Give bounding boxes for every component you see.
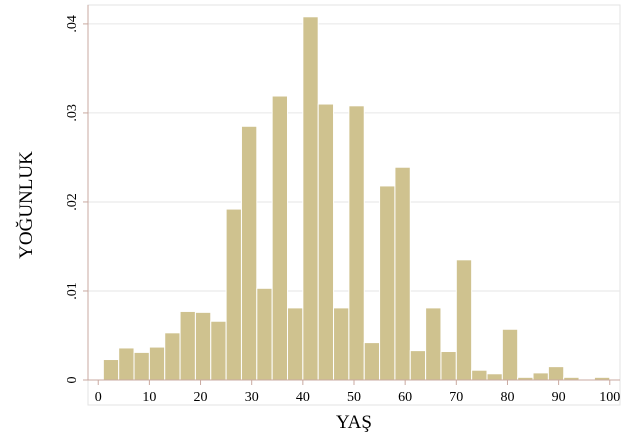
histogram-bar [118, 347, 135, 381]
y-tick-label: .04 [65, 15, 80, 33]
histogram-bar [394, 166, 411, 381]
histogram-bar [210, 320, 227, 381]
x-tick-label: 10 [142, 390, 156, 405]
histogram-bar [379, 185, 396, 381]
histogram-bar [363, 342, 381, 381]
histogram-bar [471, 369, 488, 381]
histogram-bar [164, 332, 181, 381]
histogram-bar [333, 307, 350, 381]
x-tick-label: 30 [245, 390, 259, 405]
histogram-bar [501, 328, 519, 381]
x-tick-label: 40 [296, 390, 310, 405]
x-tick-label: 90 [552, 390, 566, 405]
histogram-bar [179, 310, 196, 381]
x-axis-title: YAŞ [336, 412, 372, 433]
histogram-bars [102, 16, 611, 381]
x-tick-label: 100 [599, 390, 620, 405]
histogram-bar [302, 16, 319, 381]
histogram-bar [102, 359, 120, 381]
histogram-bar [532, 372, 549, 381]
histogram-bar [225, 208, 242, 381]
x-tick-label: 20 [194, 390, 208, 405]
y-axis-ticks: 0 .01 .02 .03 .04 [65, 15, 88, 384]
histogram-bar [240, 125, 258, 381]
y-tick-label: .01 [65, 282, 80, 300]
histogram-bar [425, 307, 442, 381]
histogram-bar [409, 350, 427, 381]
x-axis-ticks: 0 10 20 30 40 50 60 70 80 90 100 [95, 380, 620, 405]
histogram-bar [440, 351, 457, 381]
histogram-bar [271, 95, 288, 381]
y-tick-label: .02 [65, 193, 80, 211]
x-tick-label: 70 [449, 390, 463, 405]
x-tick-label: 80 [500, 390, 514, 405]
histogram-bar [287, 307, 304, 381]
histogram-bar [194, 311, 212, 381]
histogram-bar [133, 351, 150, 381]
y-axis-title: YOĞUNLUK [15, 151, 37, 259]
histogram-bar [148, 346, 166, 381]
histogram-bar [455, 259, 473, 381]
x-tick-label: 50 [347, 390, 361, 405]
y-tick-label: 0 [65, 377, 80, 384]
x-tick-label: 0 [95, 390, 102, 405]
y-tick-label: .03 [65, 104, 80, 122]
histogram-bar [486, 373, 503, 381]
histogram-bar [317, 103, 335, 381]
histogram-bar [547, 366, 565, 381]
histogram-bar [348, 105, 365, 381]
histogram-bar [256, 287, 273, 381]
x-tick-label: 60 [398, 390, 412, 405]
